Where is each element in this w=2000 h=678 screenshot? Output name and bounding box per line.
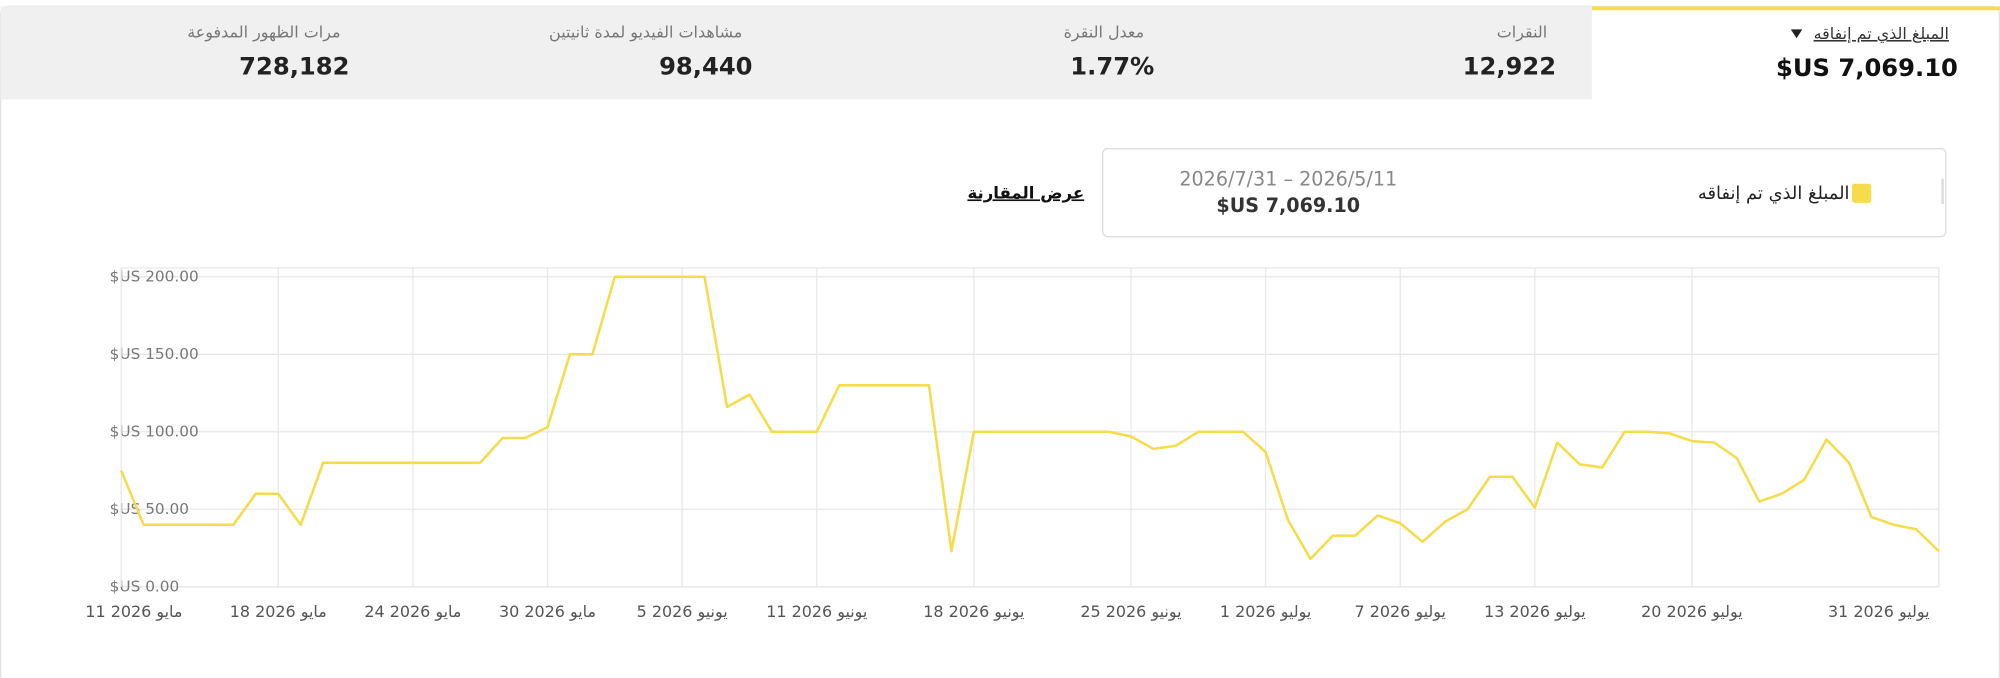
legend-total: $US 7,069.10	[1216, 194, 1360, 217]
y-tick-label: $US 0.00	[110, 577, 180, 595]
x-tick-label: 30 مايو 2026	[499, 602, 596, 622]
tab[interactable]: معدل النقرة 1.77%	[1064, 23, 1155, 81]
x-tick-label: 18 مايو 2026	[230, 602, 327, 622]
tab[interactable]: مرات الظهور المدفوعة 728,182	[187, 23, 349, 81]
compare-link[interactable]: عرض المقارنة	[967, 183, 1084, 203]
plot: $US 0.00 $US 50.00 $US 100.00 $US 150.00 $US…	[85, 267, 1940, 622]
data-line	[119, 275, 1940, 561]
tab-label[interactable]: المبلغ الذي تم إنفاقه	[1814, 24, 1949, 44]
x-tick-label: 1 يوليو 2026	[1220, 602, 1311, 622]
tab[interactable]: مشاهدات الفيديو لمدة ثانيتين 98,440	[549, 23, 752, 81]
x-tick-label: 5 يونيو 2026	[637, 602, 728, 622]
legend-swatch	[1852, 183, 1872, 203]
x-tick-label: 24 مايو 2026	[364, 602, 461, 622]
tab-value: $US 7,069.10	[1776, 54, 1958, 82]
x-tick-label: 7 يوليو 2026	[1355, 602, 1446, 622]
tab[interactable]: النقرات 12,922	[1463, 23, 1556, 81]
y-tick-label: $US 150.00	[110, 345, 199, 363]
x-tick-label: 11 مايو 2026	[85, 602, 182, 622]
legend-box	[1102, 147, 1947, 238]
selected-indicator	[1591, 6, 2000, 11]
x-tick-label: 11 يونيو 2026	[766, 602, 867, 622]
tab-value: 728,182	[239, 53, 349, 81]
tab-label[interactable]: مشاهدات الفيديو لمدة ثانيتين	[549, 23, 742, 43]
x-tick-label: 25 يونيو 2026	[1080, 602, 1181, 622]
dropdown-arrow[interactable]	[1790, 29, 1803, 39]
x-tick-label: 13 يوليو 2026	[1484, 602, 1586, 622]
y-tick-label: $US 50.00	[110, 500, 189, 518]
x-tick-label: 31 يوليو 2026	[1828, 602, 1930, 622]
x-tick-label: 20 يوليو 2026	[1641, 602, 1743, 622]
tab-label[interactable]: معدل النقرة	[1064, 23, 1145, 43]
y-tick-label: $US 100.00	[110, 422, 199, 440]
tab-value: 1.77%	[1070, 53, 1154, 81]
legend-divider	[1941, 178, 1944, 205]
tab-value: 12,922	[1463, 53, 1556, 81]
tab-label[interactable]: مرات الظهور المدفوعة	[187, 23, 340, 43]
y-tick-label: $US 200.00	[110, 267, 199, 285]
legend-label: المبلغ الذي تم إنفاقه	[1698, 183, 1850, 204]
tab-value: 98,440	[659, 53, 752, 81]
tab-label[interactable]: النقرات	[1497, 23, 1547, 43]
tab-strip	[0, 6, 1592, 100]
tab[interactable]: المبلغ الذي تم إنفاقه $US 7,069.10	[1776, 24, 1958, 82]
legend-date-range: 2026/7/31 – 2026/5/11	[1179, 167, 1397, 190]
x-tick-label: 18 يونيو 2026	[923, 602, 1024, 622]
card	[0, 5, 2000, 678]
